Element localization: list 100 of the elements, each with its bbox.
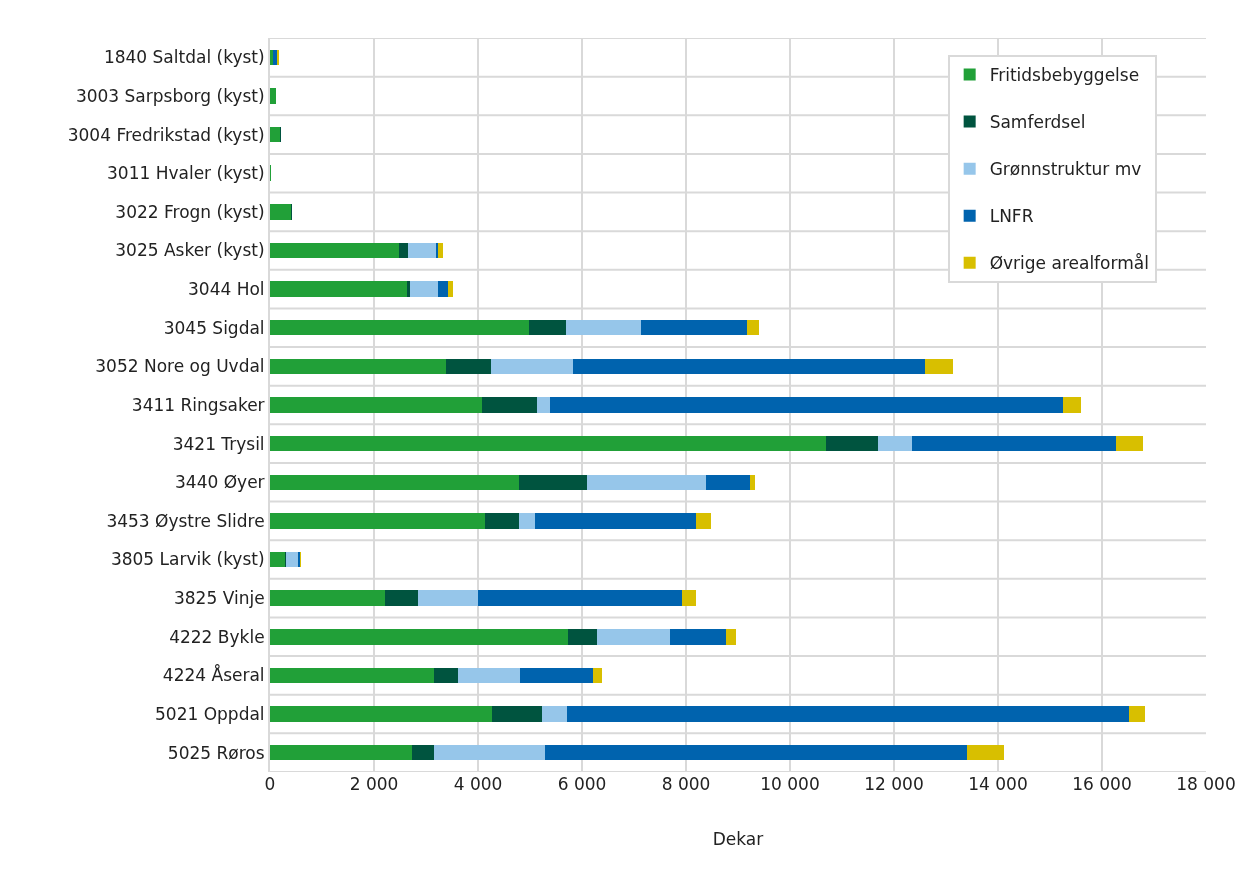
bar <box>270 474 520 490</box>
bar <box>447 281 453 297</box>
bar <box>270 281 407 297</box>
bar <box>485 513 520 529</box>
bar <box>384 590 419 606</box>
bar <box>270 358 446 375</box>
bar <box>550 397 1064 413</box>
bar <box>597 629 671 645</box>
x-tick-label: 2 000 <box>349 774 399 794</box>
bar <box>586 474 707 490</box>
bar <box>478 590 683 606</box>
bar <box>411 744 434 761</box>
bar <box>725 629 737 645</box>
legend-label: Fritidsbebyggelse <box>989 65 1140 86</box>
bar <box>1129 706 1145 722</box>
bar <box>534 513 696 529</box>
bar <box>270 706 493 722</box>
x-axis-title: Dekar <box>712 829 764 850</box>
y-tick-label: 3052 Nore og Uvdal <box>95 356 265 377</box>
bar <box>826 435 879 452</box>
bar <box>270 242 399 259</box>
bar <box>481 397 537 413</box>
y-tick-label: 5025 Røros <box>167 742 265 763</box>
y-tick-label: 3004 Fredrikstad (kyst) <box>67 124 265 145</box>
legend-label: Samferdsel <box>989 112 1086 133</box>
bar <box>445 358 491 375</box>
y-tick-label: 3805 Larvik (kyst) <box>110 549 265 570</box>
y-tick-label: 3003 Sarpsborg (kyst) <box>75 85 265 106</box>
bar <box>418 590 478 606</box>
x-tick-label: 6 000 <box>557 774 607 794</box>
bar <box>491 358 573 375</box>
x-tick-label: 0 <box>264 774 276 794</box>
bar <box>270 49 273 66</box>
x-tick-label: 8 000 <box>661 774 711 794</box>
bar <box>519 667 594 684</box>
x-tick-label: 16 000 <box>1072 774 1132 794</box>
y-tick-label: 1840 Saltdal (kyst) <box>103 47 265 68</box>
y-tick-label: 3045 Sigdal <box>163 317 265 338</box>
y-tick-label: 3825 Vinje <box>173 588 265 609</box>
bar <box>967 744 1004 761</box>
y-tick-label: 3453 Øystre Slidre <box>106 510 265 531</box>
bar <box>398 242 409 259</box>
bar <box>433 744 545 761</box>
bar <box>706 474 750 490</box>
bar <box>529 320 567 336</box>
x-tick-label: 4 000 <box>453 774 503 794</box>
bar <box>568 629 598 645</box>
y-tick-label: 3440 Øyer <box>175 472 265 493</box>
bar <box>566 320 642 336</box>
bar <box>541 706 567 722</box>
bar <box>270 320 530 336</box>
legend-label: Øvrige arealformål <box>989 253 1149 274</box>
bar <box>438 242 444 259</box>
bar <box>410 281 439 297</box>
bar <box>438 281 448 297</box>
bar <box>682 590 697 606</box>
bar <box>270 204 291 220</box>
bar <box>566 706 1130 722</box>
y-tick-label: 3022 Frogn (kyst) <box>115 201 265 222</box>
y-tick-label: 3421 Trysil <box>172 433 265 454</box>
bar <box>695 513 711 529</box>
bar <box>641 320 747 336</box>
bar <box>912 435 1116 452</box>
y-tick-label: 3025 Asker (kyst) <box>115 240 265 261</box>
bar <box>458 667 520 684</box>
bar <box>519 474 587 490</box>
bar <box>270 667 434 684</box>
bar <box>408 242 436 259</box>
bar <box>572 358 926 375</box>
legend-label: LNFR <box>989 206 1034 227</box>
bar <box>492 706 542 722</box>
bar <box>1063 397 1082 413</box>
bar <box>1115 435 1144 452</box>
bar <box>536 397 551 413</box>
legend-label: Grønnstruktur mv <box>989 159 1142 180</box>
bar <box>878 435 913 452</box>
y-tick-label: 4222 Bykle <box>169 626 265 647</box>
bar <box>270 551 285 568</box>
y-tick-label: 5021 Oppdal <box>155 704 265 724</box>
bar <box>670 629 726 645</box>
x-tick-label: 12 000 <box>864 774 924 794</box>
x-tick-label: 10 000 <box>760 774 820 794</box>
bar <box>749 474 756 490</box>
y-tick-label: 4224 Åseral <box>162 664 265 686</box>
bar <box>270 590 385 606</box>
bar <box>286 551 299 568</box>
bar <box>544 744 968 761</box>
y-tick-label: 3011 Hvaler (kyst) <box>107 163 265 184</box>
bar <box>270 744 412 761</box>
bar <box>270 126 281 143</box>
bar <box>925 358 953 375</box>
bar <box>433 667 459 684</box>
bar <box>746 320 760 336</box>
bar <box>406 281 411 297</box>
y-tick-label: 3411 Ringsaker <box>131 394 265 415</box>
bar <box>270 88 276 104</box>
x-tick-label: 14 000 <box>968 774 1028 794</box>
x-tick-label: 18 000 <box>1176 774 1236 794</box>
bar <box>270 435 827 452</box>
bar <box>593 667 603 684</box>
